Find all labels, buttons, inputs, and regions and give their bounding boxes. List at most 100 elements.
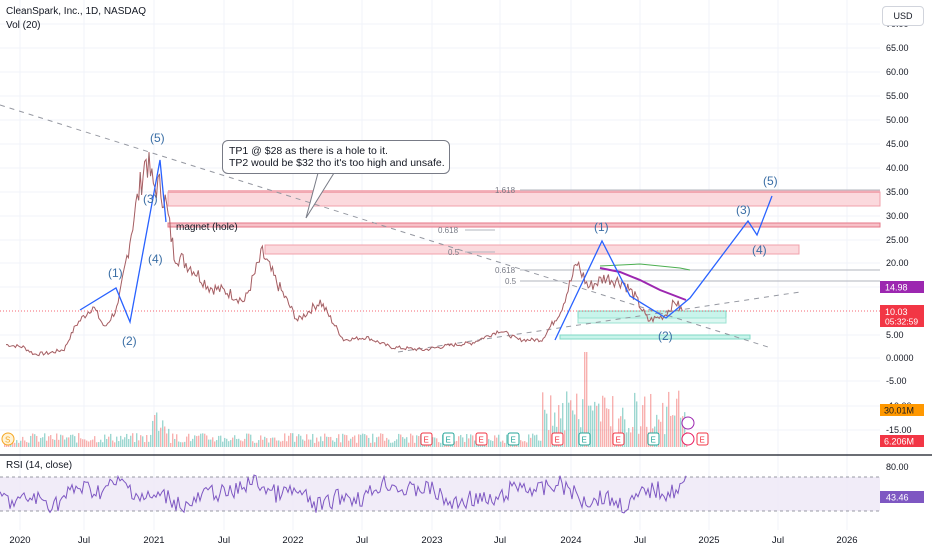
last-price-badge bbox=[880, 305, 924, 327]
volume-bar bbox=[660, 421, 662, 447]
volume-bar bbox=[98, 442, 100, 447]
uptrend-line bbox=[397, 291, 801, 353]
volume-bar bbox=[684, 412, 686, 447]
earnings-marker[interactable]: E bbox=[507, 432, 520, 446]
volume-bar bbox=[496, 437, 498, 447]
volume-bar bbox=[348, 440, 350, 447]
volume-bar bbox=[278, 440, 280, 447]
volume-bar bbox=[376, 437, 378, 447]
volume-bar bbox=[286, 441, 288, 447]
volume-bar bbox=[470, 434, 472, 447]
volume-bar bbox=[354, 435, 356, 447]
volume-bar bbox=[416, 435, 418, 447]
volume-bar bbox=[558, 405, 560, 447]
volume-bar bbox=[128, 439, 130, 447]
volume-bar bbox=[80, 438, 82, 447]
volume-bar bbox=[116, 436, 118, 447]
volume-bar bbox=[292, 433, 294, 447]
volume-bar bbox=[322, 441, 324, 447]
volume-bar bbox=[604, 397, 606, 447]
volume-bar bbox=[104, 434, 106, 447]
volume-bar bbox=[392, 442, 394, 447]
volume-bar bbox=[204, 433, 206, 447]
volume-bar bbox=[230, 440, 232, 447]
earnings-marker[interactable]: E bbox=[420, 432, 433, 446]
volume-bar bbox=[372, 433, 374, 447]
sparkle-icon[interactable] bbox=[681, 416, 695, 430]
volume-bar bbox=[610, 426, 612, 447]
volume-bar bbox=[592, 410, 594, 447]
volume-bar bbox=[44, 433, 46, 447]
earnings-marker[interactable]: E bbox=[442, 432, 455, 446]
y-tick-label: 20.00 bbox=[886, 258, 909, 268]
earnings-marker[interactable]: E bbox=[578, 432, 591, 446]
volume-bar bbox=[534, 435, 536, 447]
volume-bar bbox=[678, 390, 680, 447]
volume-bar bbox=[76, 442, 78, 447]
volume-bar bbox=[642, 405, 644, 447]
volume-bar bbox=[622, 407, 624, 447]
volume-bar bbox=[462, 437, 464, 447]
volume-bar bbox=[212, 437, 214, 447]
currency-button[interactable]: USD bbox=[882, 6, 924, 26]
volume-bar bbox=[630, 432, 632, 447]
volume-bar bbox=[464, 441, 466, 447]
volume-bar bbox=[350, 438, 352, 447]
price-axis[interactable]: 70.0065.0060.0055.0050.0045.0040.0035.00… bbox=[886, 19, 914, 435]
target-zone-top-band bbox=[168, 190, 880, 193]
volume-bar bbox=[252, 441, 254, 447]
volume-bar bbox=[280, 441, 282, 447]
earnings-marker[interactable]: E bbox=[612, 432, 625, 446]
volume-bar bbox=[110, 433, 112, 447]
volume-bar bbox=[70, 434, 72, 447]
volume-bar bbox=[380, 433, 382, 447]
volume-bar bbox=[674, 415, 676, 447]
earnings-marker-label: E bbox=[582, 436, 587, 445]
vol-ma-badge-text: 30.01M bbox=[884, 406, 914, 416]
x-tick-label: 2020 bbox=[9, 535, 30, 546]
bolt-icon[interactable] bbox=[681, 432, 695, 446]
volume-bar bbox=[330, 436, 332, 447]
x-tick-label: Jul bbox=[634, 535, 646, 546]
volume-bar bbox=[130, 435, 132, 447]
fib-label-0618-right: 0.618 bbox=[495, 266, 516, 275]
volume-bar bbox=[398, 433, 400, 447]
volume-bar bbox=[146, 435, 148, 447]
volume-bar bbox=[226, 438, 228, 447]
volume-bar bbox=[78, 433, 80, 447]
earnings-marker[interactable]: E bbox=[647, 432, 660, 446]
earnings-marker[interactable]: E bbox=[475, 432, 488, 446]
volume-bar bbox=[390, 442, 392, 447]
earnings-marker[interactable]: E bbox=[551, 432, 564, 446]
volume-bar bbox=[106, 438, 108, 447]
volume-bar bbox=[74, 436, 76, 447]
volume-bar bbox=[16, 440, 18, 447]
volume-bar bbox=[522, 441, 524, 447]
volume-bar bbox=[274, 437, 276, 447]
wave-label-right-1: (1) bbox=[594, 220, 609, 234]
volume-bar bbox=[298, 434, 300, 447]
volume-bar bbox=[276, 440, 278, 447]
countdown-text: 05:32:59 bbox=[885, 317, 918, 327]
volume-bar bbox=[312, 433, 314, 447]
volume-bar bbox=[296, 436, 298, 447]
x-tick-label: Jul bbox=[494, 535, 506, 546]
x-tick-label: 2026 bbox=[836, 535, 857, 546]
volume-bar bbox=[158, 430, 160, 447]
volume-bar bbox=[434, 437, 436, 447]
volume-bar bbox=[382, 433, 384, 447]
wave-label-right-2: (2) bbox=[658, 329, 673, 343]
earnings-marker[interactable]: E bbox=[696, 432, 709, 446]
volume-bar bbox=[388, 439, 390, 447]
volume-bar bbox=[538, 440, 540, 447]
time-axis[interactable]: 2020 Jul 2021 Jul 2022 Jul 2023 Jul 2024 Jul 2025 J… bbox=[9, 535, 857, 546]
volume-bar bbox=[58, 439, 60, 447]
volume-bar bbox=[596, 405, 598, 447]
volume-bar bbox=[374, 442, 376, 447]
x-tick-label: Jul bbox=[218, 535, 230, 546]
volume-bar bbox=[132, 433, 134, 447]
wave-path-left bbox=[79, 159, 167, 325]
volume-bar bbox=[628, 427, 630, 447]
rsi-level-label: 80.00 bbox=[886, 462, 909, 472]
